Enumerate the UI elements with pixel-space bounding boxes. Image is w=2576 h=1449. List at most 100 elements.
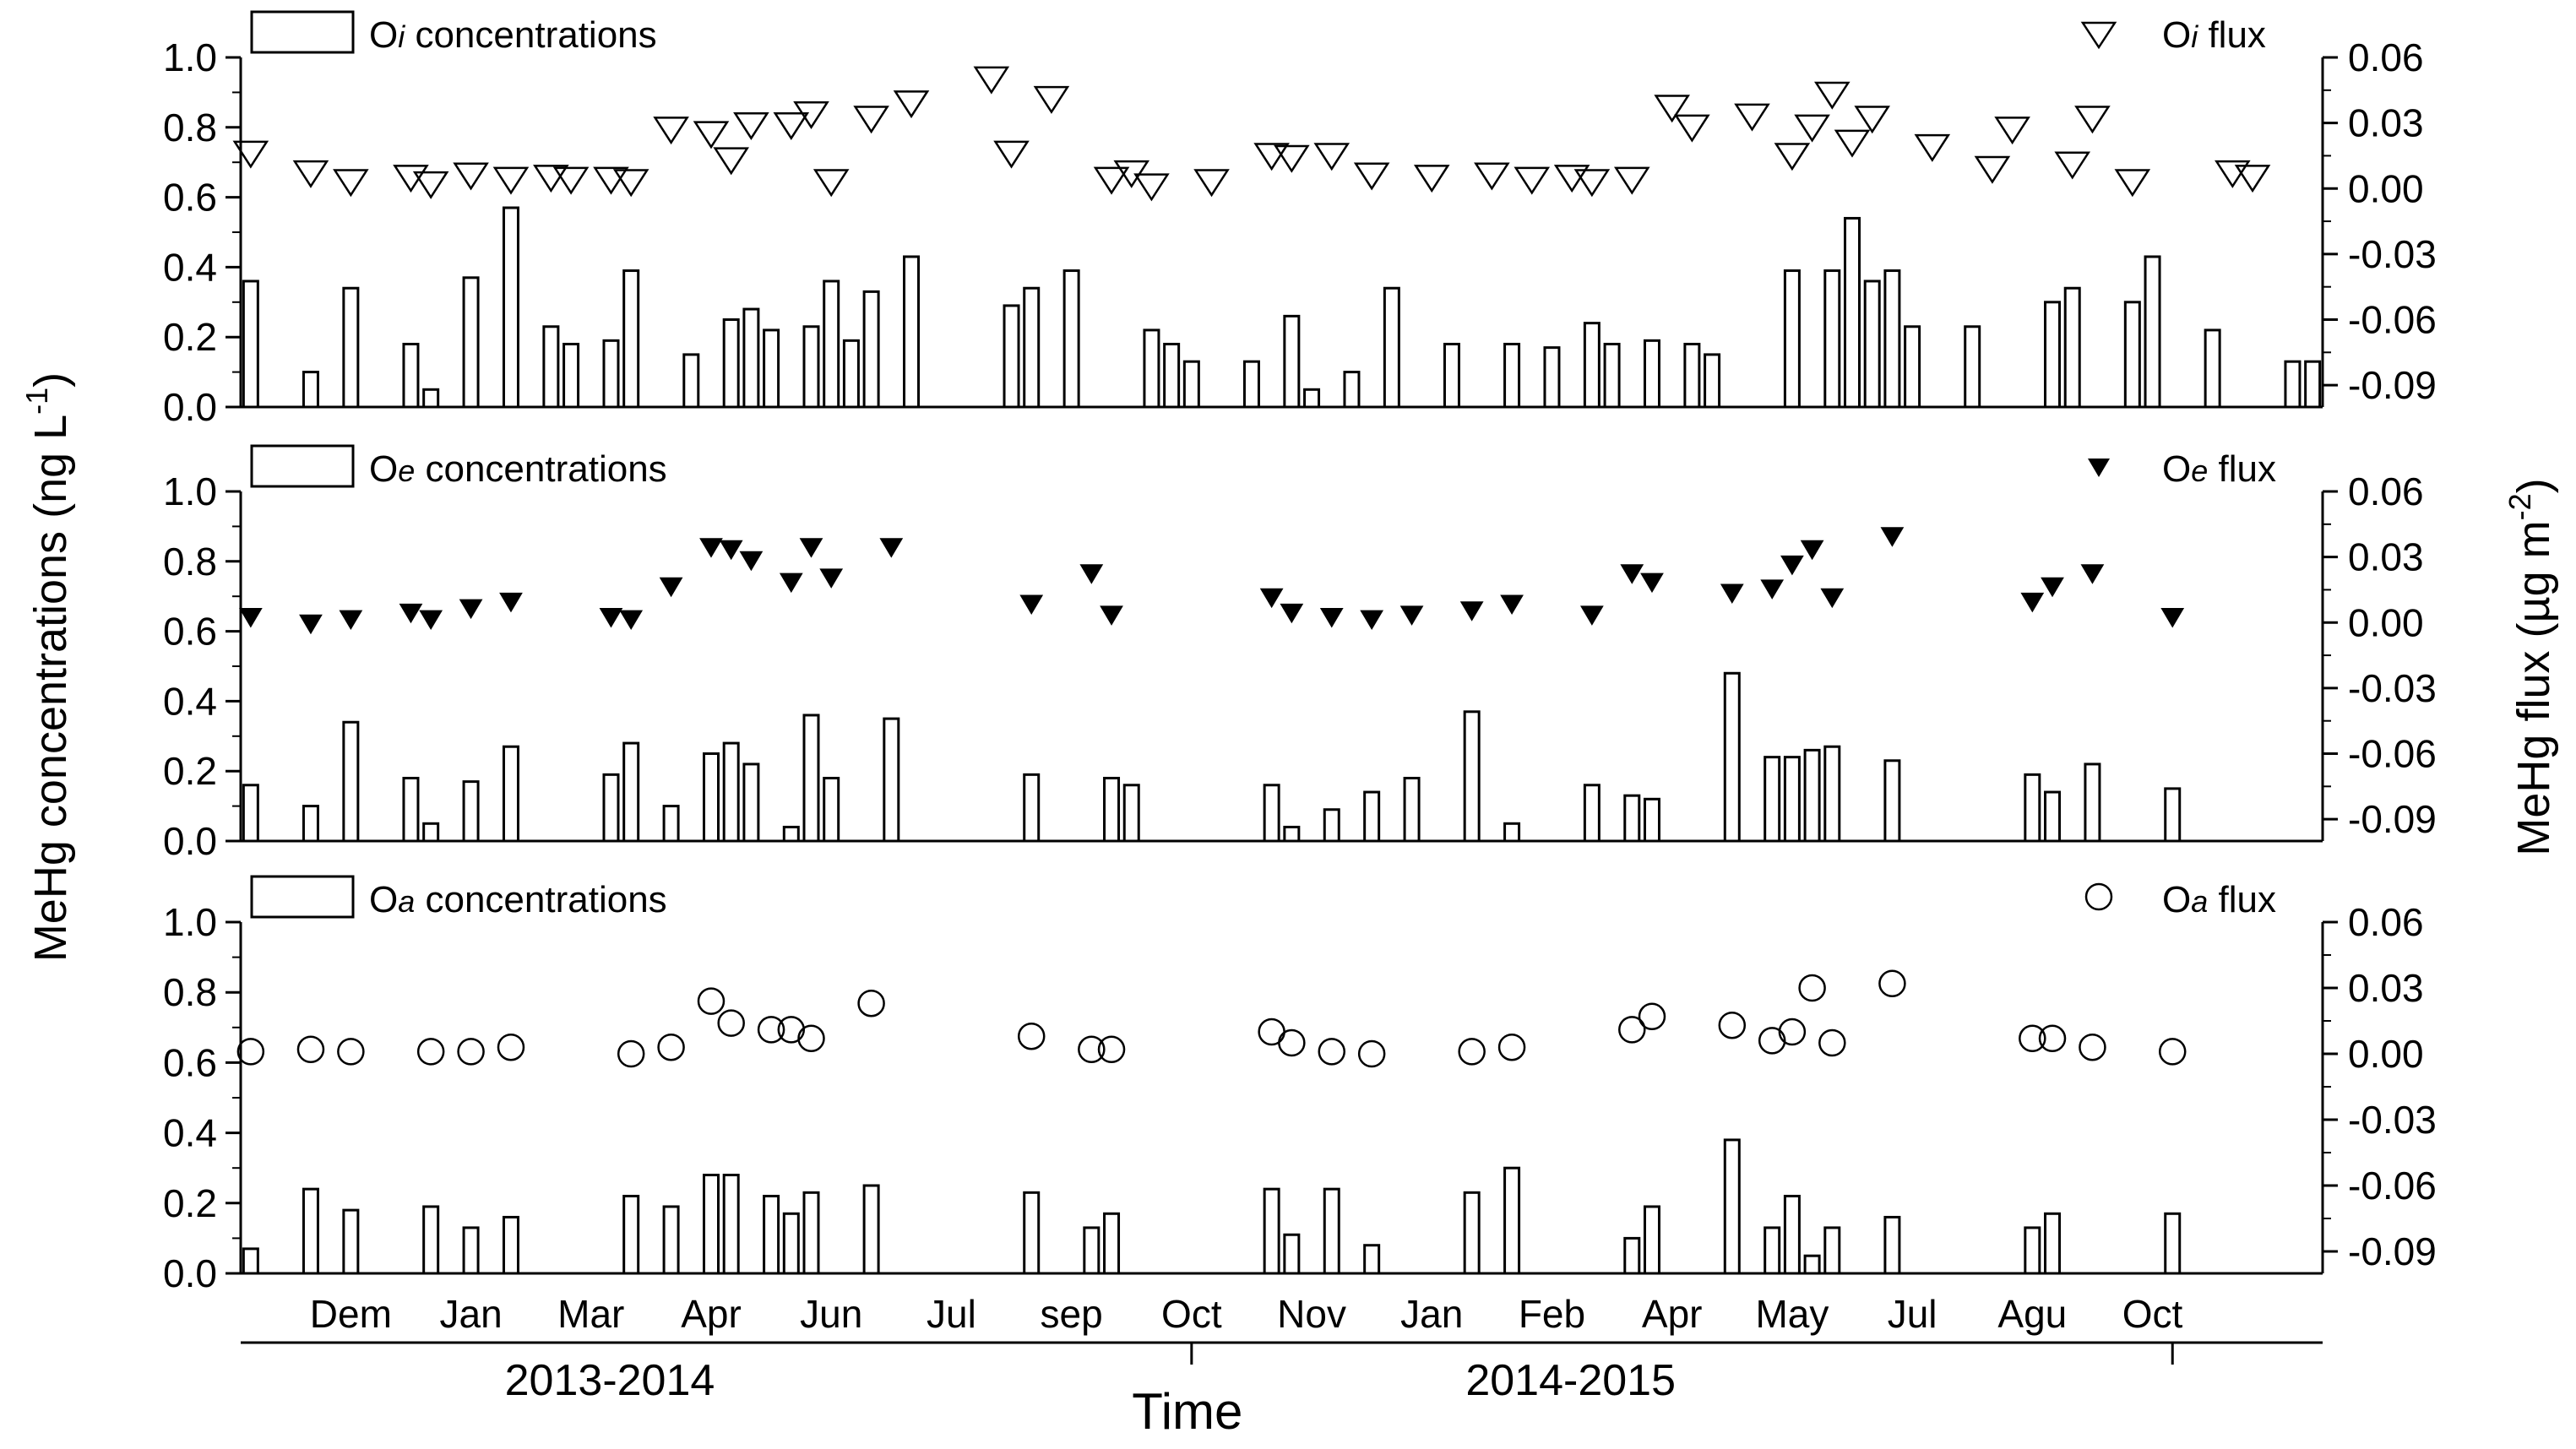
flux-marker (1280, 603, 1304, 624)
concentration-bar (502, 206, 519, 409)
right-tick-label: 0.03 (2348, 101, 2424, 145)
month-tick-label: Jan (1400, 1292, 1463, 1336)
flux-marker (1259, 588, 1284, 609)
flux-marker (812, 169, 850, 198)
flux-marker (1974, 155, 2011, 184)
month-tick-label: Dem (310, 1292, 392, 1336)
concentration-bar (1283, 1233, 1301, 1275)
left-tick-label: 1.0 (163, 469, 217, 513)
flux-marker (1818, 1028, 1846, 1057)
month-tick-label: Apr (1642, 1292, 1703, 1336)
left-tick-label: 0.8 (163, 106, 217, 149)
flux-marker (1514, 166, 1551, 195)
right-tick-label: -0.09 (2348, 1229, 2437, 1273)
concentration-bar (742, 762, 760, 843)
flux-marker (1413, 165, 1450, 193)
flux-marker (1360, 610, 1384, 631)
concentration-bar (1603, 342, 1621, 409)
concentration-bar (1723, 1138, 1741, 1275)
flux-marker (2080, 564, 2105, 584)
month-tick-label: Apr (681, 1292, 742, 1336)
legend-marker-label: Oa flux (2162, 879, 2276, 920)
period-label: 2014-2015 (1465, 1356, 1676, 1405)
flux-marker (1097, 1035, 1126, 1064)
concentration-bar (622, 269, 640, 409)
flux-marker (893, 90, 930, 119)
month-tick-label: Jul (927, 1292, 976, 1336)
flux-marker (1914, 133, 1951, 162)
concentration-bar (302, 805, 319, 843)
concentration-bar (2204, 328, 2221, 409)
flux-marker (1573, 169, 1611, 198)
concentration-bar (1844, 216, 1861, 409)
flux-marker (1313, 143, 1350, 171)
legend-marker-label: Oi flux (2162, 14, 2266, 56)
flux-marker (1654, 95, 1690, 123)
month-tick-label: May (1755, 1292, 1829, 1336)
concentration-bar (1363, 1244, 1381, 1275)
concentration-bar (402, 776, 420, 843)
concentration-bar (1623, 794, 1641, 843)
concentration-bar (1783, 756, 1801, 843)
period-label: 2013-2014 (505, 1356, 715, 1405)
concentration-bar (1643, 339, 1660, 409)
right-tick-label: -0.09 (2348, 363, 2437, 407)
flux-marker (1834, 129, 1871, 158)
flux-marker (552, 166, 590, 195)
concentration-bar (1283, 825, 1301, 843)
flux-marker (1640, 573, 1664, 594)
concentration-bar (823, 776, 840, 843)
concentration-bar (1623, 1236, 1641, 1275)
y-axis-title: MeHg concentrations (ng L-1) (19, 372, 76, 962)
flux-marker (1078, 1035, 1106, 1064)
concentration-bar (1263, 784, 1280, 843)
concentration-bar (2284, 360, 2302, 409)
concentration-bar (842, 339, 860, 409)
flux-marker (717, 1009, 745, 1037)
concentration-bar (462, 276, 480, 409)
flux-marker (453, 162, 489, 191)
flux-marker (599, 607, 623, 628)
concentration-bar (1062, 269, 1080, 409)
concentration-bar (462, 780, 480, 843)
concentration-bar (823, 279, 840, 409)
concentration-bar (1883, 759, 1901, 843)
flux-marker (296, 1035, 325, 1064)
concentration-bar (722, 318, 740, 409)
flux-marker (1318, 1038, 1346, 1066)
flux-marker (857, 989, 885, 1018)
flux-marker (1878, 969, 1906, 998)
concentration-bar (1764, 1226, 1781, 1275)
flux-marker (459, 599, 483, 620)
left-tick-label: 0.4 (163, 679, 217, 723)
concentration-bar (702, 1174, 720, 1275)
flux-marker (2020, 592, 2045, 613)
right-tick-label: 0.03 (2348, 535, 2424, 579)
concentration-bar (1023, 1191, 1041, 1275)
panel-Oa: 0.0 0.2 0.4 0.6 0.8 1.0 -0.09 -0.06 -0.03 0.00 0.0… (163, 875, 2437, 1295)
flux-marker (1319, 607, 1344, 628)
flux-marker (2114, 169, 2151, 198)
concentration-bar (2144, 255, 2161, 409)
axis-titles: Time MeHg concentrations (ng L-1) MeHg flu… (19, 372, 2559, 1440)
concentration-bar (1403, 776, 1421, 843)
left-tick-label: 0.4 (163, 245, 217, 289)
flux-marker (1033, 85, 1070, 114)
flux-marker (1133, 173, 1170, 202)
concentration-bar (2084, 762, 2101, 843)
flux-marker (339, 610, 363, 631)
concentration-bar (903, 255, 921, 409)
concentration-bar (1163, 342, 1181, 409)
concentration-bar (1783, 1194, 1801, 1275)
flux-marker (457, 1038, 485, 1066)
concentration-bar (1363, 790, 1381, 843)
concentration-bar (1023, 286, 1041, 409)
left-tick-label: 1.0 (163, 35, 217, 79)
month-tick-label: Mar (557, 1292, 624, 1336)
flux-marker (1798, 974, 1826, 1002)
flux-marker (619, 610, 644, 631)
right-tick-label: -0.03 (2348, 666, 2437, 710)
flux-marker (819, 568, 844, 589)
flux-marker (1079, 564, 1104, 584)
concentration-bar (402, 342, 420, 409)
